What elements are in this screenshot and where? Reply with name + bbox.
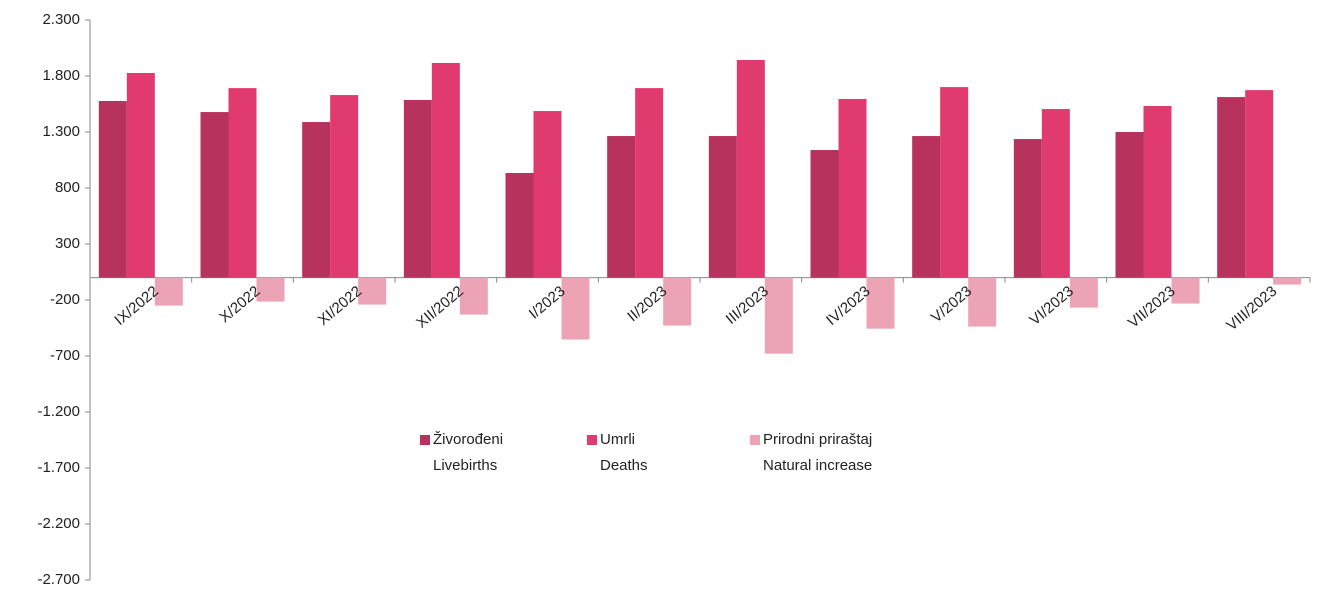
y-tick-label: 800 xyxy=(55,179,80,196)
x-tick-label: XI/2022 xyxy=(315,283,366,329)
bar xyxy=(866,277,895,329)
bar xyxy=(358,277,387,305)
y-tick-label: 300 xyxy=(55,235,80,252)
bar xyxy=(403,99,432,278)
x-tick-label: VIII/2023 xyxy=(1223,283,1280,335)
y-tick-label: 1.800 xyxy=(42,67,80,84)
legend-label: Prirodni priraštaj Natural increase xyxy=(763,431,872,474)
legend-item: Živorođeni Livebirths xyxy=(420,431,503,474)
x-tick-label: IX/2022 xyxy=(111,283,162,329)
x-tick-label: VII/2023 xyxy=(1125,283,1179,332)
y-tick-label: -200 xyxy=(50,291,80,308)
legend-item: Umrli Deaths xyxy=(587,431,648,474)
y-tick-label: -1.700 xyxy=(37,459,80,476)
legend-item: Prirodni priraštaj Natural increase xyxy=(750,431,872,474)
bar xyxy=(228,88,257,278)
bar xyxy=(1143,106,1172,278)
y-tick-label: -700 xyxy=(50,347,80,364)
bar xyxy=(154,277,183,306)
bar xyxy=(1171,277,1200,304)
x-tick-label: III/2023 xyxy=(723,283,772,328)
x-tick-label: X/2022 xyxy=(216,283,263,327)
bar xyxy=(708,136,737,278)
bar xyxy=(764,277,793,354)
bar xyxy=(533,111,562,278)
bar xyxy=(663,277,692,326)
bar xyxy=(1069,277,1098,308)
bar xyxy=(1273,277,1302,285)
bar xyxy=(505,172,534,278)
bar xyxy=(330,95,359,278)
bar xyxy=(1217,97,1246,278)
x-tick-label: IV/2023 xyxy=(823,283,874,329)
bar xyxy=(256,277,285,302)
bar xyxy=(1013,139,1042,278)
bar xyxy=(200,112,229,278)
bar xyxy=(1041,109,1070,278)
bar xyxy=(968,277,997,327)
bar xyxy=(98,100,127,278)
legend-label: Živorođeni Livebirths xyxy=(433,431,503,474)
bar xyxy=(459,277,488,315)
y-tick-label: -2.200 xyxy=(37,515,80,532)
bar xyxy=(810,150,839,278)
legend-label: Umrli Deaths xyxy=(600,431,648,474)
bar xyxy=(635,88,664,278)
y-tick-label: 1.300 xyxy=(42,123,80,140)
bar xyxy=(736,59,765,278)
legend-swatch xyxy=(420,435,430,445)
bar xyxy=(431,63,460,278)
y-tick-label: -2.700 xyxy=(37,571,80,588)
bar xyxy=(561,277,590,340)
y-tick-label: 2.300 xyxy=(42,11,80,28)
x-tick-label: VI/2023 xyxy=(1026,283,1077,329)
bar xyxy=(912,136,941,278)
bar xyxy=(1245,90,1274,278)
y-tick-label: -1.200 xyxy=(37,403,80,420)
bar xyxy=(302,122,331,278)
bar xyxy=(1115,132,1144,278)
bar xyxy=(607,136,636,278)
bar xyxy=(940,87,969,278)
bar xyxy=(126,72,155,278)
legend-swatch xyxy=(750,435,760,445)
bar xyxy=(838,98,867,278)
x-tick-label: XII/2022 xyxy=(413,283,467,332)
legend-swatch xyxy=(587,435,597,445)
